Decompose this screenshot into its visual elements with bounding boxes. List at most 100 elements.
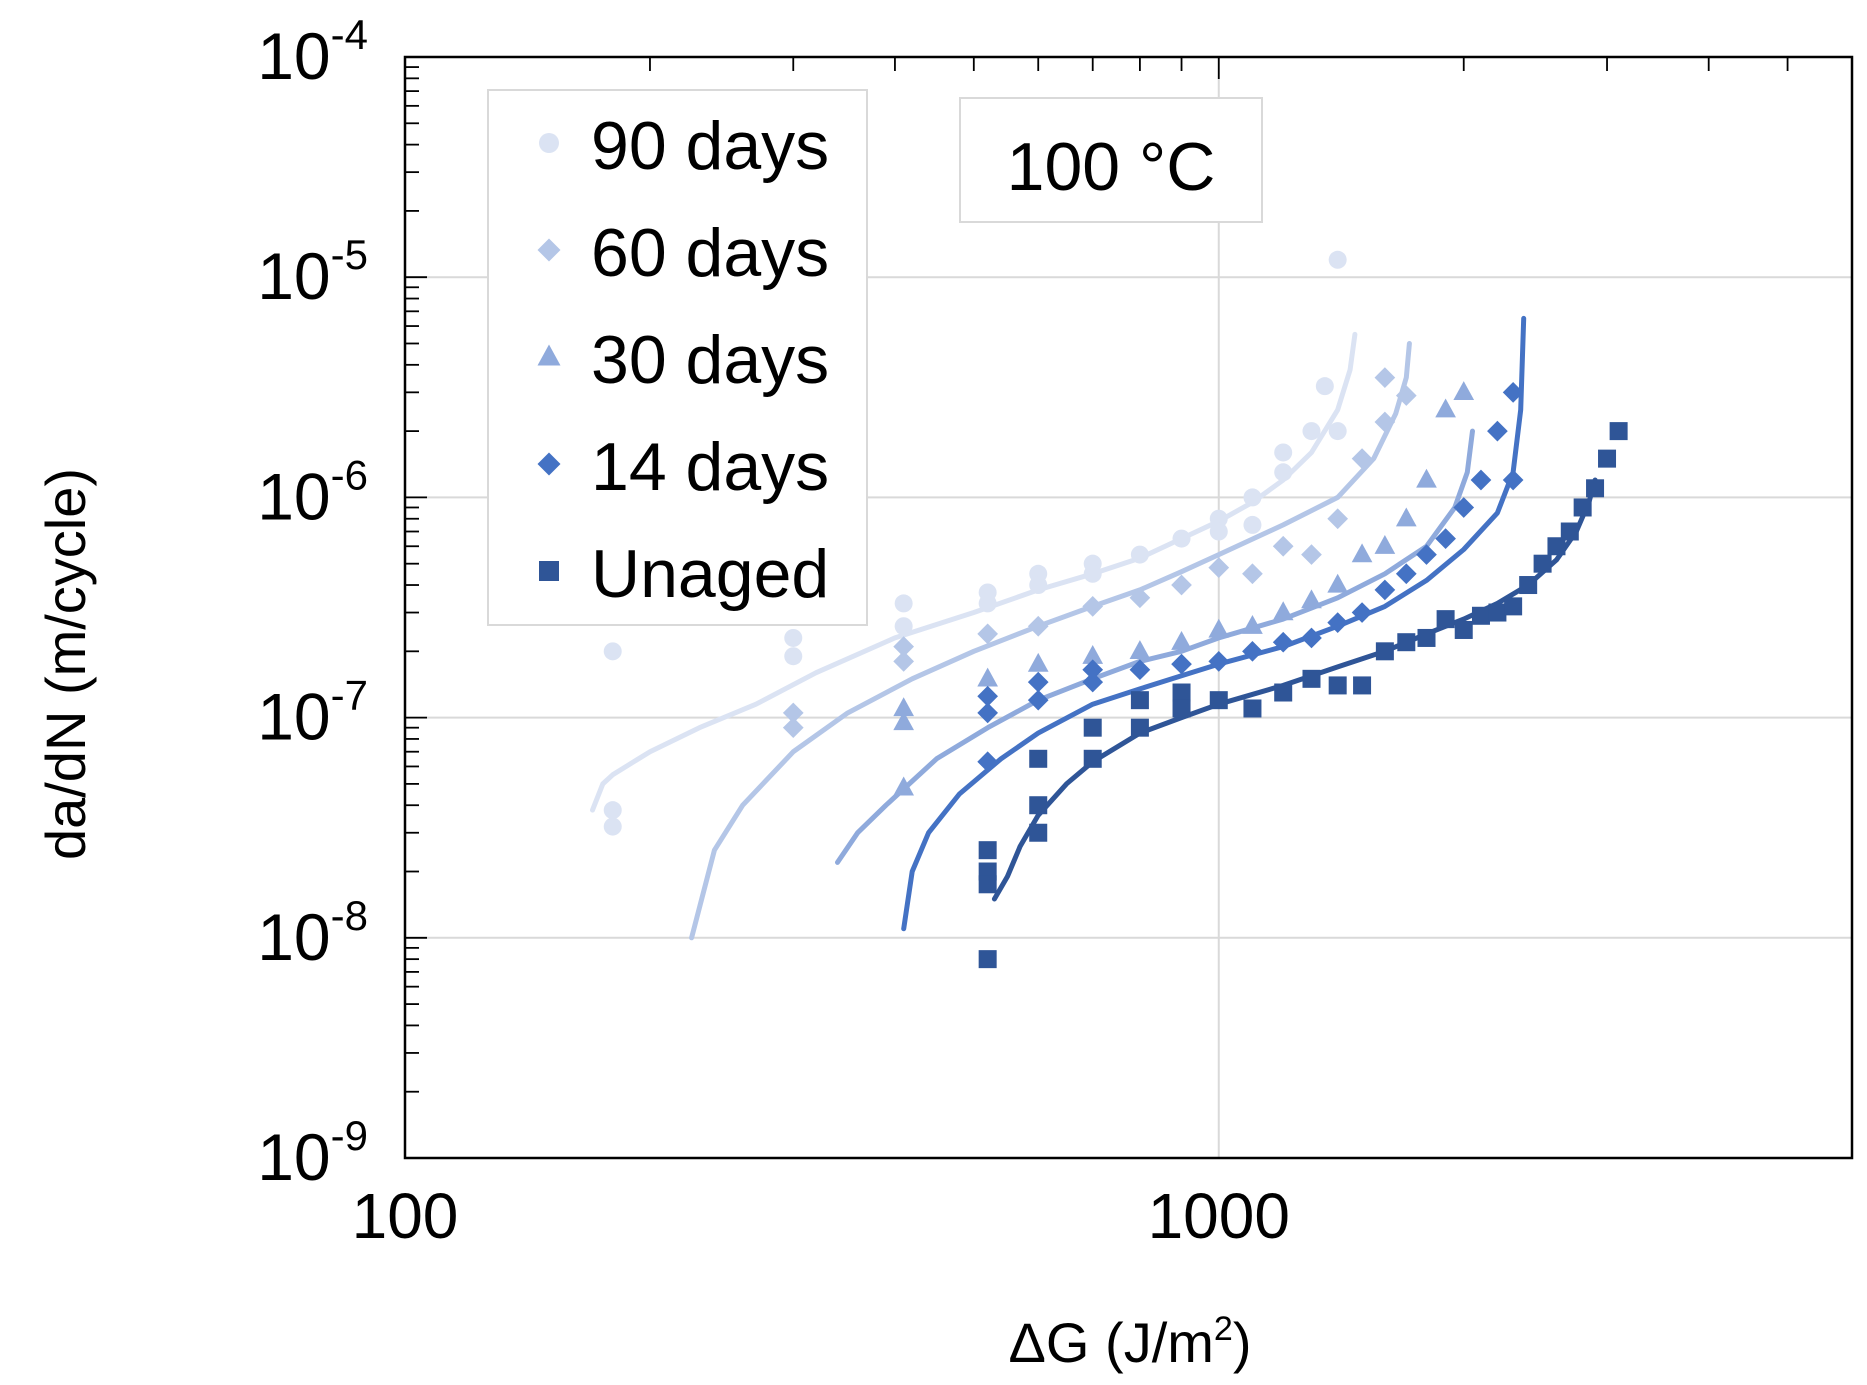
- fit-curve-60-days: [689, 341, 1412, 941]
- data-point-14-days: [1129, 659, 1151, 681]
- y-tick-label-exponent: -8: [331, 892, 368, 939]
- data-point-60-days: [782, 717, 804, 739]
- data-point-90-days: [1328, 250, 1347, 269]
- data-point-unaged: [1560, 522, 1579, 541]
- legend-label-unaged: Unaged: [591, 536, 829, 612]
- data-point-unaged: [1488, 603, 1507, 622]
- data-point-30-days: [1082, 644, 1104, 664]
- data-point-14-days: [1027, 689, 1049, 711]
- data-point-unaged: [1274, 683, 1293, 702]
- y-tick-label: 10-6: [257, 451, 368, 533]
- data-point-14-days: [1502, 469, 1524, 491]
- data-point-14-days: [1082, 671, 1104, 693]
- series-14-days: [977, 381, 1524, 773]
- legend-label-14-days: 14 days: [591, 429, 829, 505]
- y-tick-label: 10-4: [257, 11, 368, 93]
- data-point-60-days: [1327, 508, 1349, 530]
- data-point-unaged: [1172, 683, 1191, 702]
- series-90-days: [603, 250, 1347, 836]
- y-tick-label-exponent: -7: [331, 672, 368, 719]
- legend-marker-unaged: [539, 561, 559, 581]
- legend: 90 days 60 days 30 days 14 days Unaged: [487, 89, 868, 626]
- series-30-days: [893, 381, 1475, 796]
- data-point-unaged: [1029, 749, 1048, 768]
- data-point-90-days: [1209, 509, 1228, 528]
- data-point-unaged: [1083, 718, 1102, 737]
- data-point-unaged: [1598, 449, 1617, 468]
- data-point-30-days: [1416, 468, 1437, 488]
- data-point-unaged: [1328, 676, 1347, 695]
- data-point-60-days: [893, 636, 915, 657]
- data-point-unaged: [978, 875, 997, 894]
- data-point-unaged: [1243, 699, 1262, 718]
- data-point-60-days: [1301, 544, 1322, 565]
- data-point-14-days: [977, 685, 999, 707]
- y-tick-label-base: 10: [257, 239, 330, 313]
- data-point-60-days: [1351, 448, 1373, 469]
- data-point-60-days: [1272, 535, 1294, 557]
- data-point-90-days: [784, 647, 803, 666]
- legend-marker-30-days: [537, 344, 561, 366]
- data-point-30-days: [893, 776, 915, 796]
- series-unaged: [978, 422, 1628, 969]
- data-point-unaged: [1083, 749, 1102, 768]
- data-point-30-days: [1351, 543, 1373, 563]
- x-axis-title-superscript: 2: [1214, 1310, 1233, 1348]
- y-tick-label-exponent: -4: [331, 11, 368, 58]
- data-point-30-days: [893, 711, 915, 731]
- data-point-unaged: [1029, 796, 1048, 815]
- data-point-unaged: [1375, 642, 1394, 661]
- data-point-90-days: [1274, 463, 1293, 482]
- y-tick-label-exponent: -9: [331, 1112, 368, 1159]
- data-point-60-days: [1129, 587, 1151, 609]
- data-point-90-days: [603, 817, 622, 836]
- plot-frame: [403, 55, 1854, 1160]
- data-point-30-days: [1171, 630, 1192, 650]
- data-point-unaged: [1504, 597, 1523, 616]
- data-point-unaged: [1417, 628, 1436, 647]
- data-point-60-days: [1395, 385, 1417, 406]
- data-point-60-days: [782, 702, 804, 724]
- data-point-14-days: [1242, 640, 1263, 662]
- data-point-unaged: [1353, 676, 1372, 695]
- data-point-14-days: [1301, 627, 1322, 649]
- data-point-14-days: [1435, 528, 1456, 549]
- data-point-90-days: [1083, 564, 1102, 583]
- fit-curve-unaged: [991, 477, 1598, 902]
- y-tick-label-base: 10: [257, 459, 330, 533]
- data-point-14-days: [1171, 653, 1192, 675]
- y-tick-label-base: 10: [257, 19, 330, 93]
- data-point-60-days: [1082, 596, 1104, 617]
- fit-curve-90-days: [590, 331, 1358, 813]
- data-point-unaged: [1130, 718, 1149, 737]
- data-point-60-days: [1374, 367, 1396, 388]
- data-point-unaged: [1471, 606, 1490, 625]
- data-point-unaged: [1454, 620, 1473, 639]
- data-point-30-days: [893, 697, 915, 717]
- data-point-30-days: [1374, 535, 1396, 554]
- data-point-unaged: [1586, 479, 1605, 498]
- fit-curve-14-days: [901, 315, 1527, 932]
- data-point-90-days: [1172, 529, 1191, 548]
- data-point-14-days: [977, 751, 999, 773]
- data-point-90-days: [1315, 377, 1334, 396]
- data-point-90-days: [1328, 422, 1347, 441]
- data-point-unaged: [1397, 633, 1416, 652]
- data-point-unaged: [1547, 537, 1566, 556]
- data-point-90-days: [978, 594, 997, 613]
- y-tick-label-exponent: -5: [331, 231, 368, 278]
- temperature-annotation: 100 °C: [959, 97, 1263, 223]
- data-point-unaged: [1029, 823, 1048, 842]
- data-point-14-days: [1416, 544, 1437, 565]
- legend-label-60-days: 60 days: [591, 215, 829, 291]
- x-axis-title: ΔG (J/m2): [1009, 1310, 1252, 1374]
- y-tick-label-base: 10: [257, 1120, 330, 1194]
- x-tick-labels: 100 1000: [352, 1180, 1290, 1252]
- y-axis-title: da/dN (m/cycle): [34, 468, 97, 860]
- y-tick-label: 10-8: [257, 892, 368, 974]
- data-point-14-days: [1470, 469, 1492, 491]
- data-point-unaged: [978, 841, 997, 860]
- x-axis-title-main: ΔG (J/m: [1009, 1311, 1214, 1374]
- fit-curve-30-days: [835, 428, 1475, 865]
